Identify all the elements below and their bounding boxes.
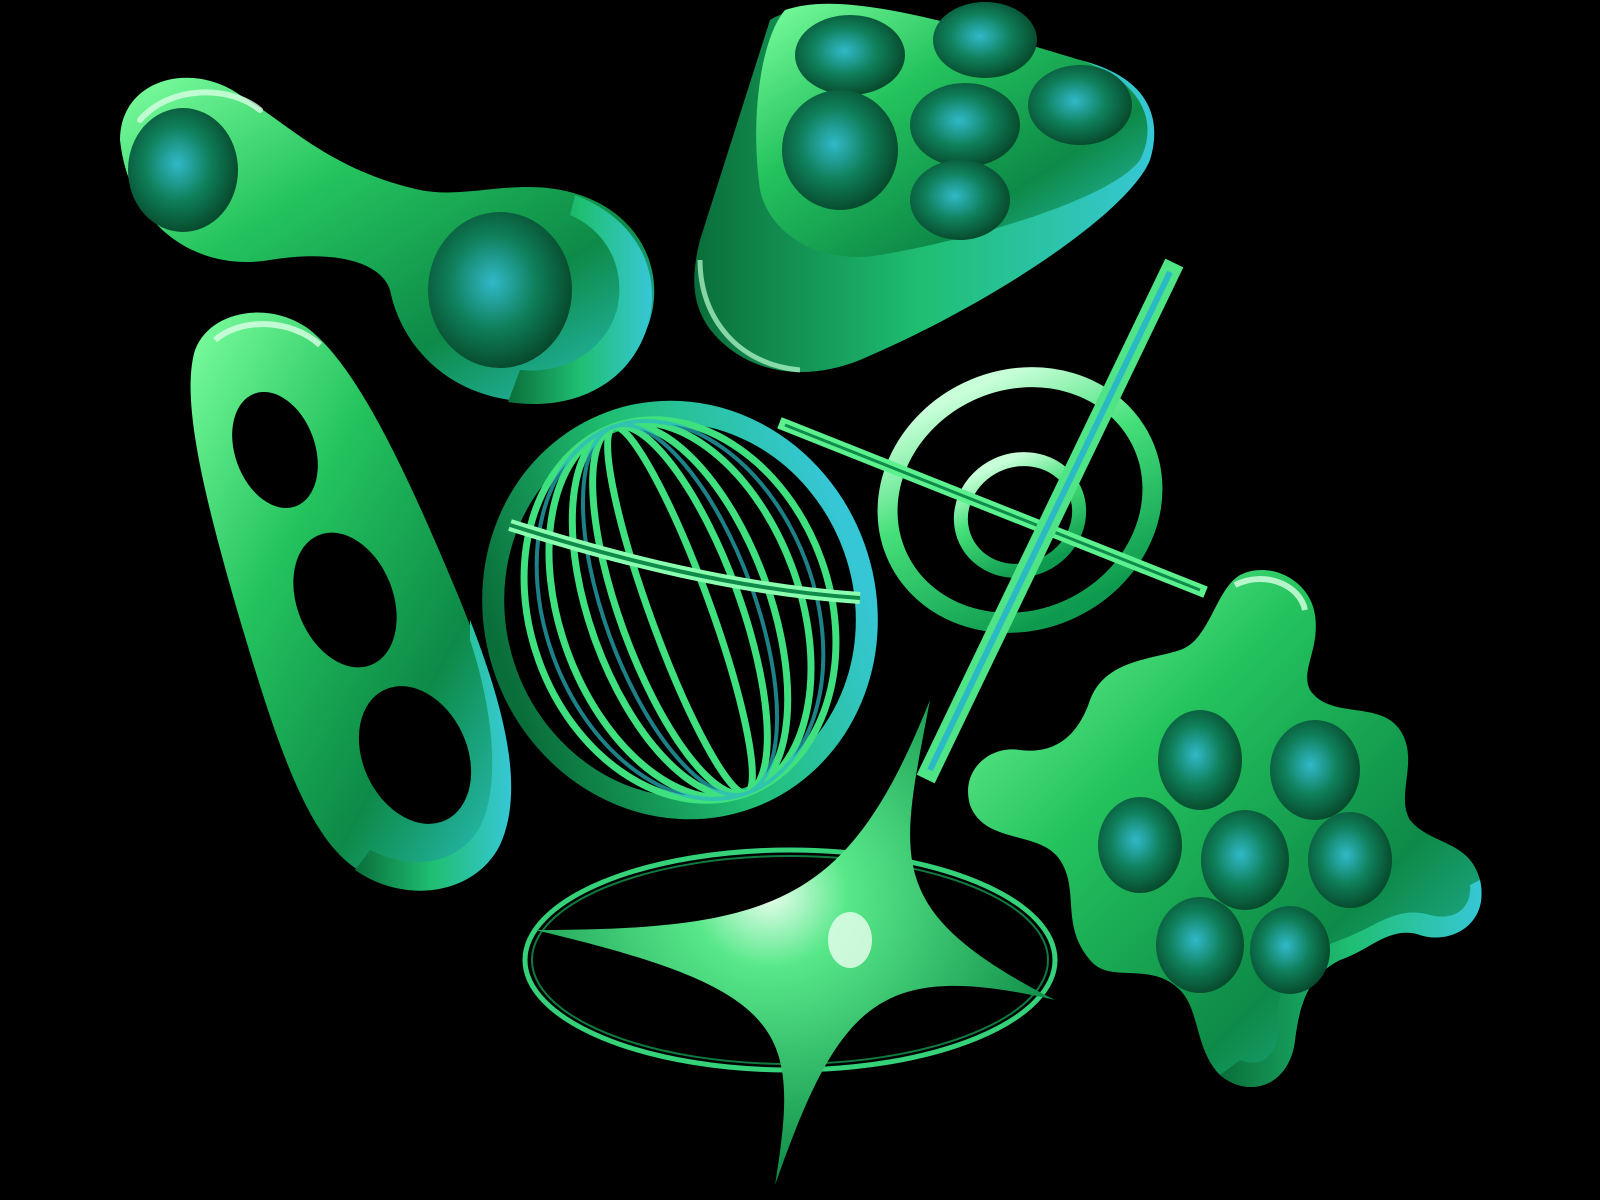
triple-slot-capsule xyxy=(190,312,512,891)
four-point-star-with-orbit xyxy=(522,700,1058,1185)
figure-eight-link xyxy=(120,77,655,405)
six-hole-triangle-tray xyxy=(694,2,1155,373)
wireframe-egg-cage xyxy=(482,400,878,820)
crosshair-reticle xyxy=(777,258,1208,784)
hexagonal-blob-lattice xyxy=(968,569,1482,1088)
